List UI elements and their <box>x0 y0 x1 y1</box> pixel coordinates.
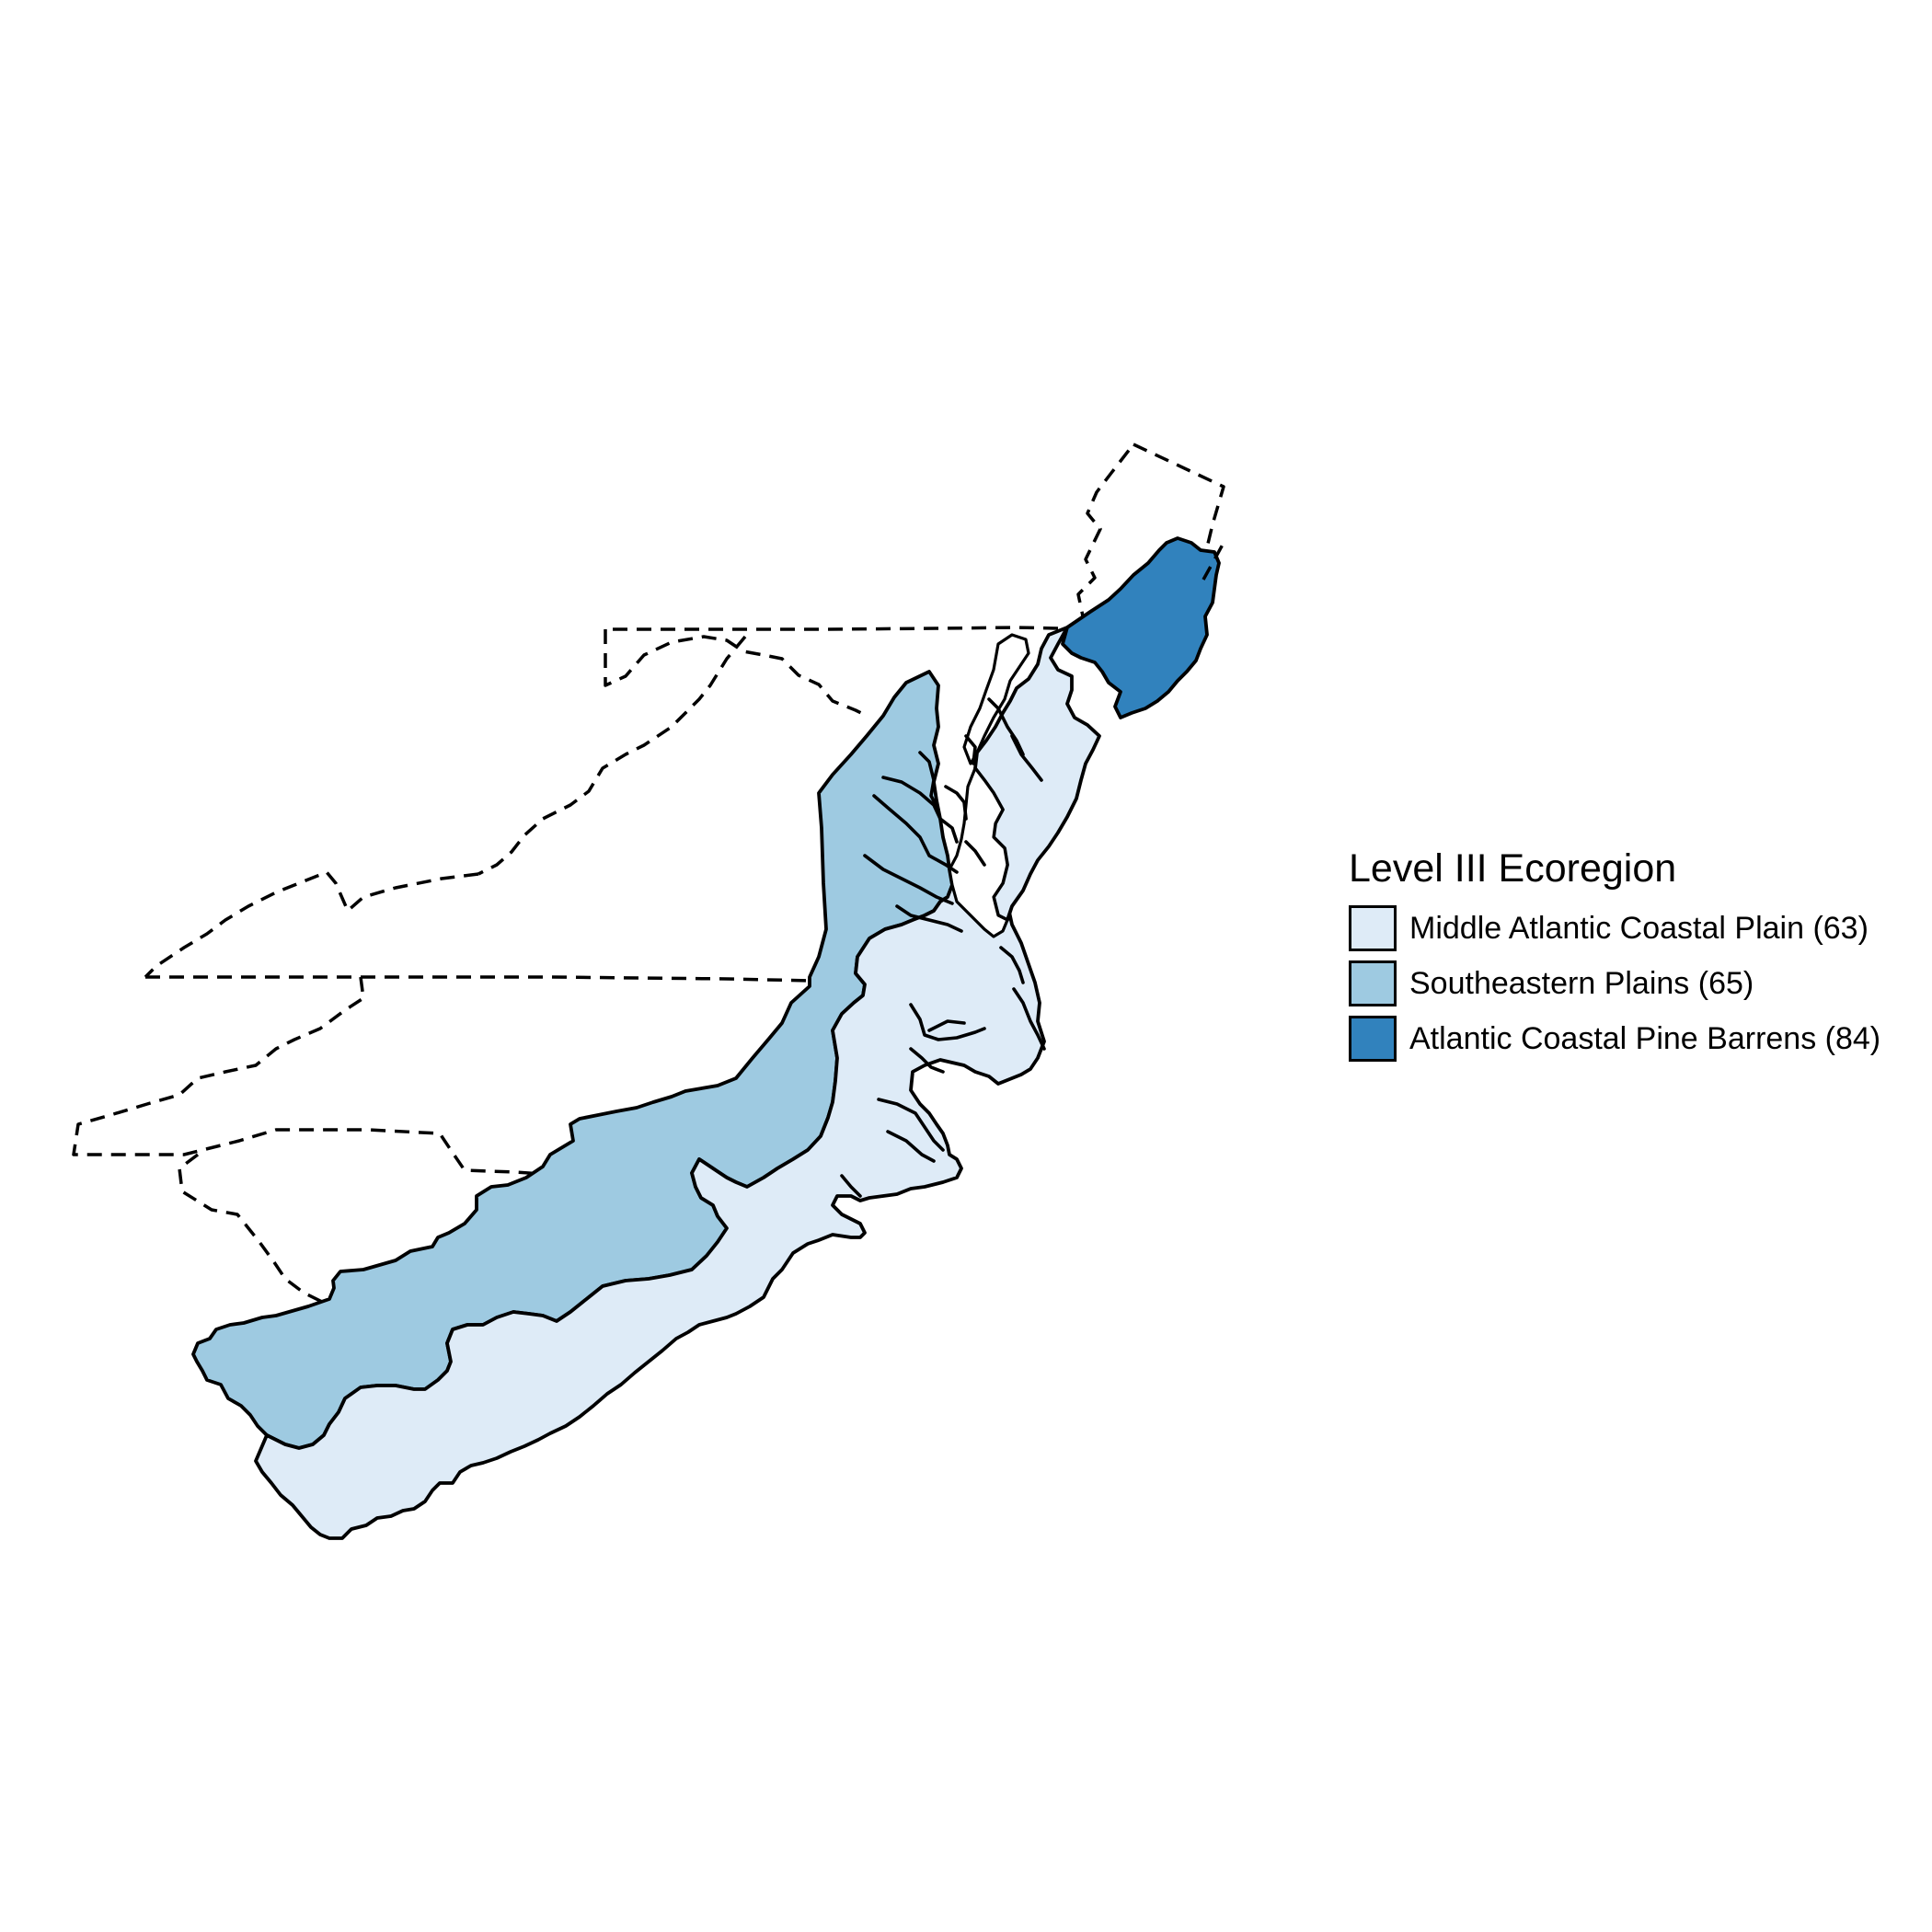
state-boundary-ny-nj <box>1202 542 1225 581</box>
state-boundary-nj <box>1076 443 1225 631</box>
legend-swatch-southeastern-plains <box>1349 960 1397 1006</box>
legend-swatch-pine-barrens <box>1349 1016 1397 1062</box>
state-boundary-va-north <box>477 635 747 876</box>
legend-swatch-middle-atlantic <box>1349 905 1397 951</box>
legend-label: Southeastern Plains (65) <box>1409 965 1754 1001</box>
state-boundary-va-nc-line <box>145 975 812 983</box>
legend-label: Atlantic Coastal Pine Barrens (84) <box>1409 1020 1881 1056</box>
region-middle-atlantic-coastal-plain-south <box>254 883 1046 1540</box>
chesapeake-bay <box>948 766 1009 938</box>
legend-item-middle-atlantic: Middle Atlantic Coastal Plain (63) <box>1349 901 1919 956</box>
state-boundary-va-west <box>144 870 479 979</box>
state-boundary-nc-west <box>72 976 596 1178</box>
state-boundary-sc <box>178 1153 335 1316</box>
legend-label: Middle Atlantic Coastal Plain (63) <box>1409 910 1869 946</box>
tidal-inlets <box>840 697 1046 1198</box>
region-atlantic-coastal-pine-barrens <box>1061 536 1221 719</box>
state-boundary-md-west <box>604 629 868 718</box>
legend-item-southeastern-plains: Southeastern Plains (65) <box>1349 956 1919 1011</box>
bay-upper <box>962 633 1030 765</box>
state-boundary-pa-md-line <box>605 626 1059 631</box>
legend-title: Level III Ecoregion <box>1349 846 1677 891</box>
legend: Level III Ecoregion Middle Atlantic Coas… <box>1349 846 1919 1066</box>
legend-item-pine-barrens: Atlantic Coastal Pine Barrens (84) <box>1349 1011 1919 1066</box>
